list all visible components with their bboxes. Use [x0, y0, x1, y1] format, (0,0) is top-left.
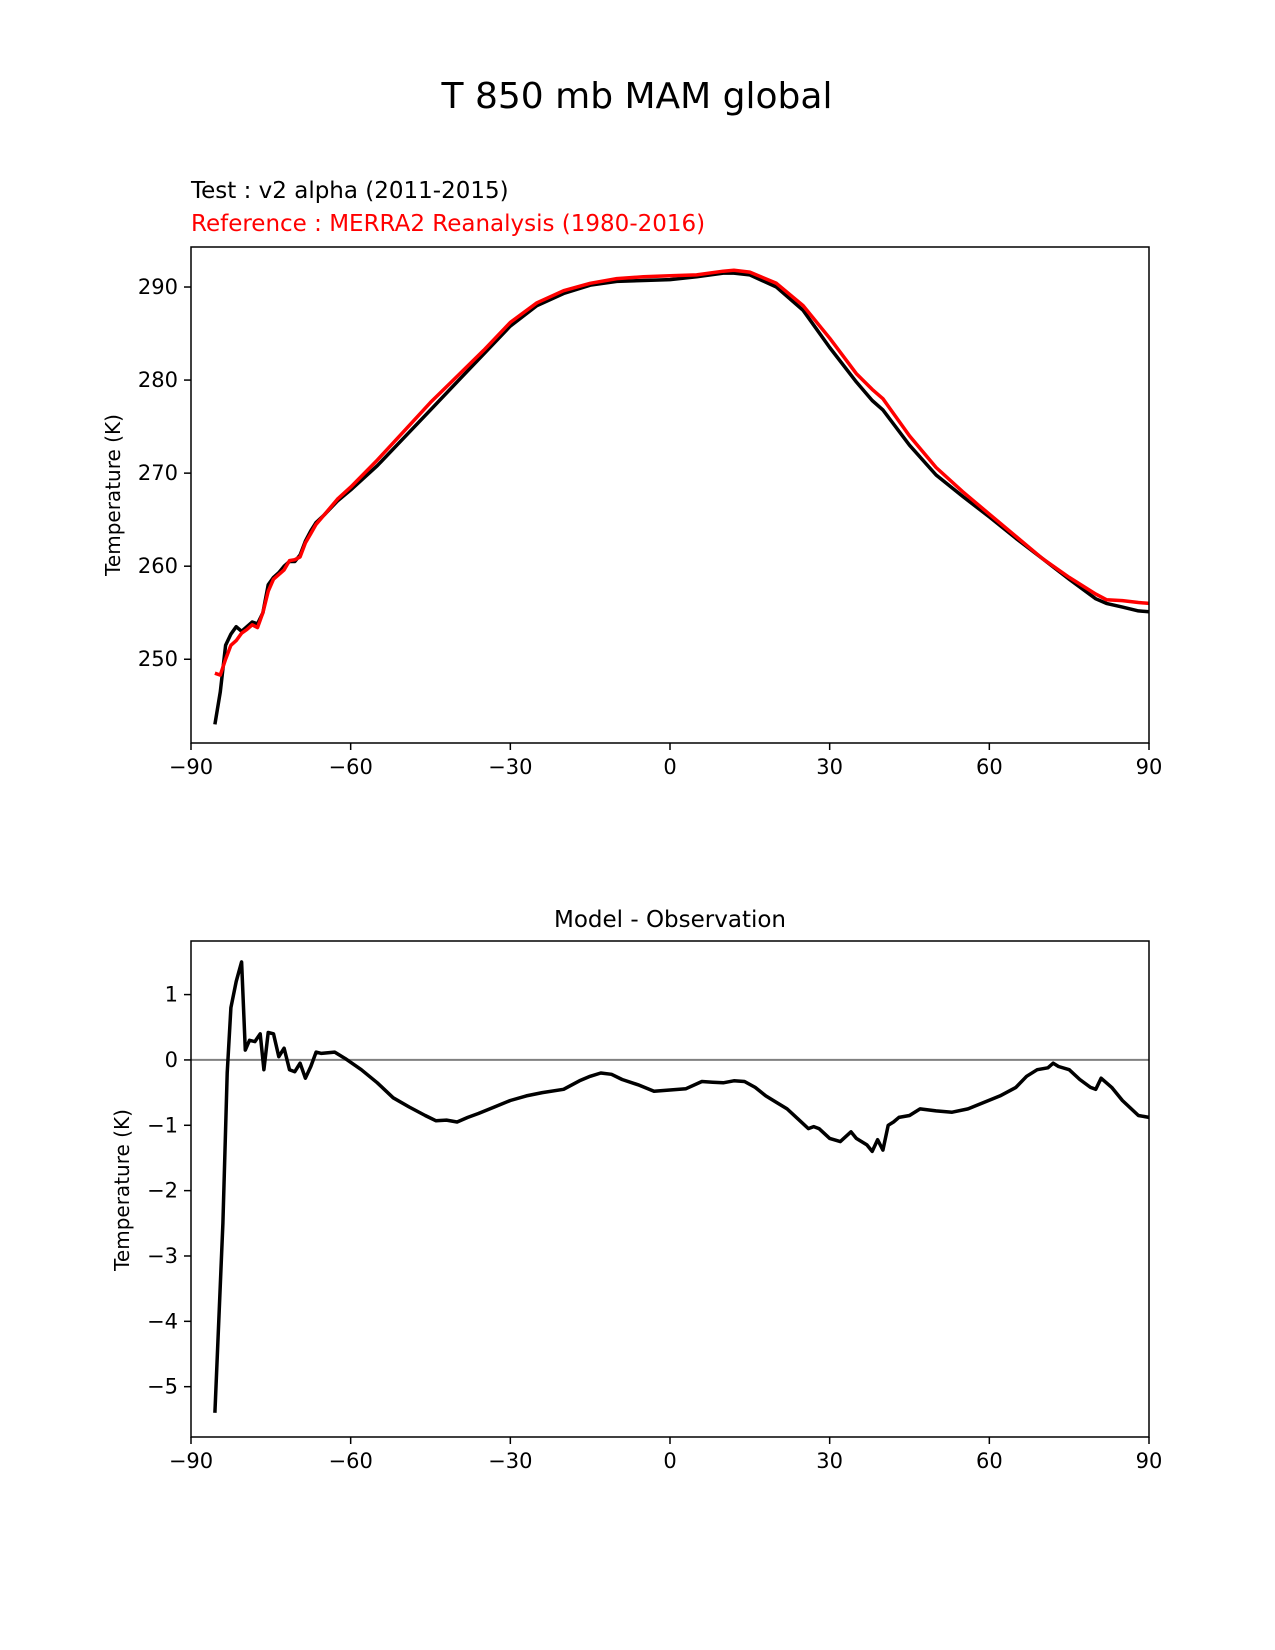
- bottom-y-axis-label: Temperature (K): [110, 1109, 134, 1272]
- bottom-x-tick-label: 30: [816, 1449, 843, 1473]
- bottom-y-tick-label: 0: [165, 1048, 178, 1072]
- test-label: Test : v2 alpha (2011-2015): [190, 178, 509, 204]
- top-x-tick-label: 30: [816, 755, 843, 779]
- bottom-y-tick-label: −5: [147, 1375, 178, 1399]
- top-x-tick-label: 90: [1136, 755, 1163, 779]
- top-series-test-line: [213, 271, 1150, 725]
- figure-title: T 850 mb MAM global: [441, 76, 833, 117]
- bottom-x-tick-label: −90: [169, 1449, 213, 1473]
- bottom-series-model-observation-line: [213, 960, 1150, 1413]
- bottom-y-tick-label: −2: [147, 1179, 178, 1203]
- top-x-tick-label: −90: [169, 755, 213, 779]
- reference-label: Reference : MERRA2 Reanalysis (1980-2016…: [191, 211, 705, 237]
- bottom-x-tick-label: 0: [663, 1449, 676, 1473]
- top-plot-area: −90 −60 −30 0 30 60 90 250 260 270 280 290: [138, 246, 1163, 779]
- bottom-panel-title: Model - Observation: [554, 907, 786, 933]
- bottom-x-tick-label: −30: [488, 1449, 532, 1473]
- bottom-y-tick-label: −1: [147, 1113, 178, 1137]
- top-y-tick-label: 290: [138, 275, 178, 299]
- top-x-tick-label: 60: [976, 755, 1003, 779]
- top-y-tick-label: 280: [138, 368, 178, 392]
- bottom-y-tick-label: −3: [147, 1244, 178, 1268]
- top-x-tick-label: −30: [488, 755, 532, 779]
- top-y-tick-label: 270: [138, 461, 178, 485]
- bottom-x-tick-label: 90: [1136, 1449, 1163, 1473]
- top-y-axis-label: Temperature (K): [101, 414, 125, 577]
- top-series-reference-line: [214, 268, 1150, 677]
- bottom-y-tick-label: 1: [165, 983, 178, 1007]
- bottom-x-tick-label: −60: [329, 1449, 373, 1473]
- bottom-x-tick-label: 60: [976, 1449, 1003, 1473]
- top-x-tick-label: −60: [329, 755, 373, 779]
- top-x-tick-label: 0: [663, 755, 676, 779]
- bottom-y-tick-label: −4: [147, 1309, 178, 1333]
- top-y-tick-label: 250: [138, 647, 178, 671]
- bottom-axes-frame: [190, 940, 1150, 1438]
- top-y-tick-label: 260: [138, 554, 178, 578]
- bottom-plot-area: −90 −60 −30 0 30 60 90 1 0 −1 −2 −3 −4 −5: [147, 940, 1163, 1473]
- top-axes-frame: [190, 246, 1150, 744]
